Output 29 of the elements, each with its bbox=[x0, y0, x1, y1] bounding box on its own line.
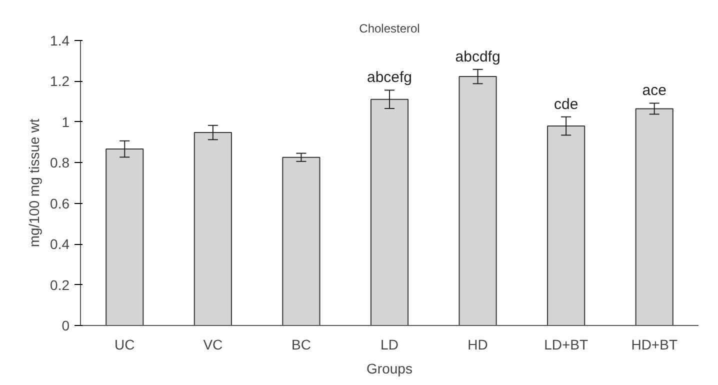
chart-title: Cholesterol bbox=[359, 22, 420, 36]
x-tick-label: HD+BT bbox=[631, 336, 678, 352]
x-tick-label: LD bbox=[380, 336, 398, 352]
bar bbox=[547, 126, 586, 326]
y-tick-label: 0 bbox=[62, 318, 70, 334]
y-tick-label: 1.4 bbox=[50, 32, 70, 48]
y-tick-label: 1 bbox=[62, 114, 70, 130]
bar bbox=[194, 132, 232, 326]
x-tick-label: VC bbox=[203, 336, 223, 352]
bar bbox=[106, 148, 144, 326]
y-tick-label: 0.2 bbox=[50, 276, 70, 293]
bar bbox=[635, 108, 674, 326]
x-tick-label: HD bbox=[468, 336, 488, 352]
y-tick-label: 0.8 bbox=[50, 154, 70, 171]
y-tick-label: 0.4 bbox=[50, 236, 70, 252]
y-tick-label: 0.6 bbox=[50, 195, 70, 212]
bar bbox=[370, 98, 409, 326]
annotation: abcefg bbox=[366, 69, 412, 86]
annotation: ace bbox=[642, 82, 666, 100]
annotation: abcdfg bbox=[455, 48, 500, 66]
x-tick-label: LD+BT bbox=[544, 336, 588, 352]
y-axis-title: mg/100 mg tissue wt bbox=[26, 118, 42, 248]
y-tick-label: 1.2 bbox=[50, 73, 70, 90]
x-tick-label: UC bbox=[114, 336, 135, 352]
annotation: cde bbox=[554, 96, 578, 113]
x-tick-label: BC bbox=[291, 336, 311, 352]
bar bbox=[282, 156, 320, 326]
bar bbox=[458, 76, 497, 326]
x-axis-title: Groups bbox=[366, 360, 412, 376]
